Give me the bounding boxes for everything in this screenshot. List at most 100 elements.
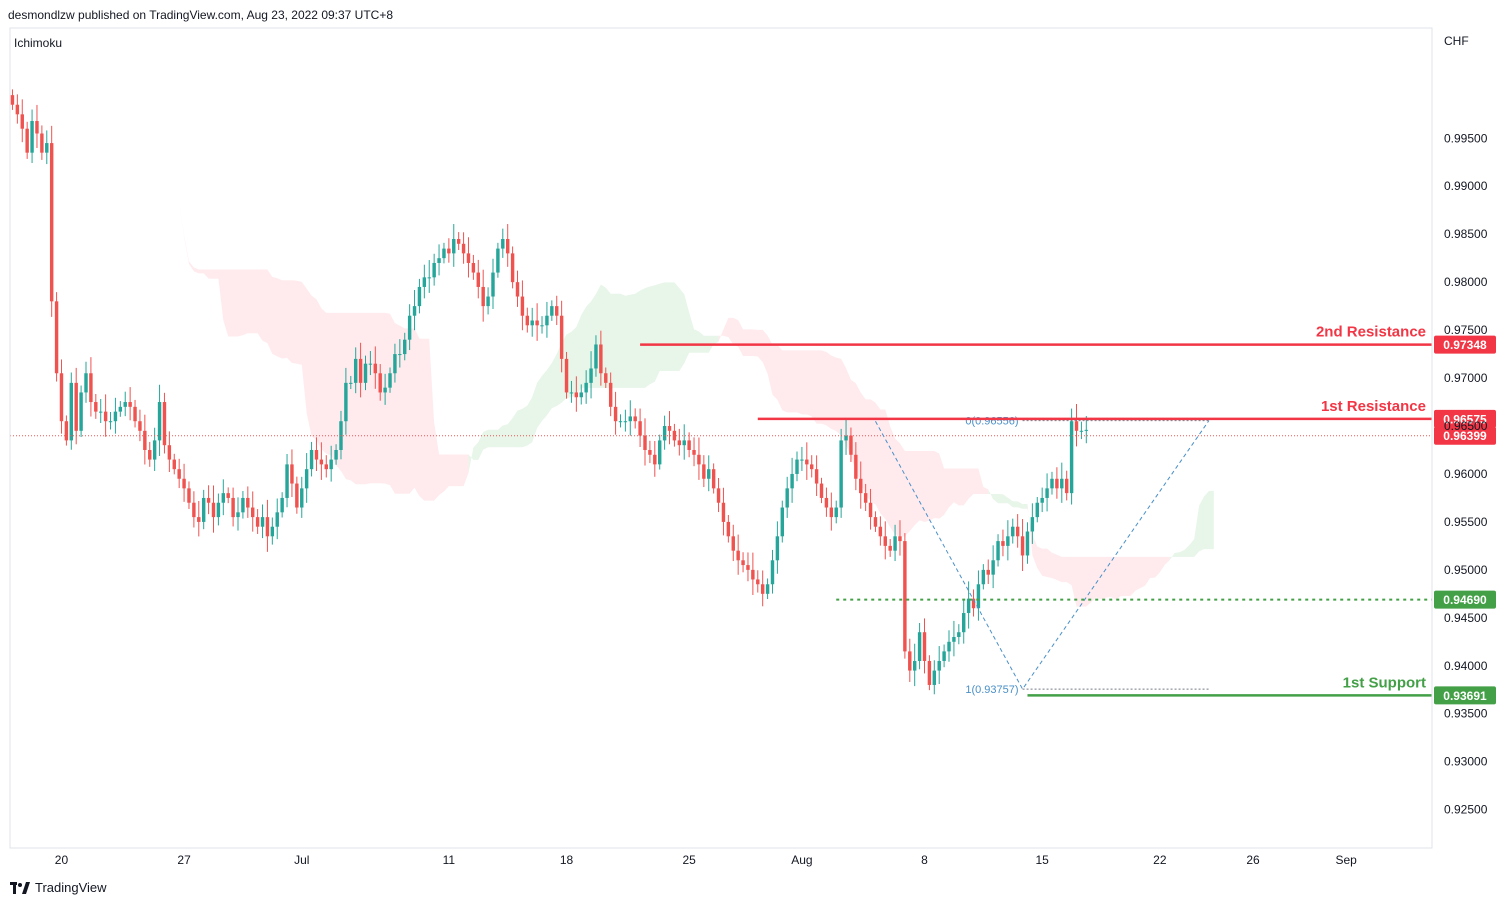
candle[interactable] — [707, 455, 711, 492]
candle[interactable] — [623, 409, 628, 432]
candle[interactable] — [456, 232, 461, 251]
candle[interactable] — [966, 581, 971, 629]
candle[interactable] — [1069, 408, 1074, 505]
candle[interactable] — [324, 455, 328, 478]
candle[interactable] — [417, 278, 422, 314]
candle[interactable] — [226, 487, 230, 504]
candle[interactable] — [123, 391, 127, 417]
candle[interactable] — [1084, 416, 1089, 444]
candle[interactable] — [790, 457, 794, 503]
candle[interactable] — [491, 258, 495, 309]
candle[interactable] — [412, 290, 417, 331]
candle[interactable] — [677, 428, 682, 456]
candle[interactable] — [236, 497, 240, 531]
candle[interactable] — [1001, 529, 1005, 557]
candle[interactable] — [211, 485, 216, 533]
candle[interactable] — [604, 367, 608, 389]
candle[interactable] — [628, 400, 633, 436]
candle[interactable] — [795, 451, 799, 482]
candle[interactable] — [520, 280, 525, 331]
candle[interactable] — [466, 237, 471, 278]
candle[interactable] — [98, 398, 103, 424]
candle[interactable] — [599, 330, 603, 386]
candle[interactable] — [437, 244, 441, 276]
candle[interactable] — [304, 453, 309, 503]
candle[interactable] — [510, 246, 515, 289]
candle[interactable] — [648, 440, 652, 464]
candle[interactable] — [206, 485, 211, 515]
candle[interactable] — [912, 643, 917, 687]
candle[interactable] — [157, 384, 162, 456]
candle[interactable] — [917, 623, 922, 670]
candle[interactable] — [373, 346, 378, 389]
candle[interactable] — [545, 301, 549, 338]
candle[interactable] — [59, 359, 64, 434]
candle[interactable] — [515, 270, 520, 307]
candle[interactable] — [800, 446, 804, 471]
candle[interactable] — [143, 414, 147, 465]
candle[interactable] — [403, 332, 407, 361]
candle[interactable] — [697, 437, 701, 480]
candle[interactable] — [89, 357, 93, 417]
candle[interactable] — [829, 492, 834, 531]
candle[interactable] — [295, 476, 299, 514]
candle[interactable] — [682, 424, 686, 460]
candle[interactable] — [535, 303, 539, 341]
candle[interactable] — [844, 419, 848, 455]
candle[interactable] — [275, 498, 279, 540]
candle[interactable] — [138, 409, 142, 442]
candle[interactable] — [525, 307, 530, 333]
candle[interactable] — [290, 449, 294, 498]
candle[interactable] — [187, 481, 191, 509]
candle[interactable] — [496, 242, 500, 278]
candle[interactable] — [74, 367, 78, 445]
candle[interactable] — [976, 570, 981, 621]
candle[interactable] — [716, 477, 721, 513]
candle[interactable] — [481, 269, 485, 322]
candle[interactable] — [177, 458, 181, 489]
tradingview-footer[interactable]: TradingView — [10, 880, 107, 895]
candle[interactable] — [1035, 496, 1039, 523]
candle[interactable] — [1011, 518, 1015, 544]
candle[interactable] — [270, 517, 275, 545]
candle[interactable] — [25, 121, 29, 159]
candle[interactable] — [452, 224, 456, 267]
candle[interactable] — [849, 427, 853, 463]
candle[interactable] — [383, 373, 387, 405]
candle[interactable] — [368, 351, 373, 376]
candle[interactable] — [15, 94, 20, 124]
candle[interactable] — [501, 228, 505, 258]
candle[interactable] — [589, 351, 593, 399]
candle[interactable] — [760, 570, 765, 607]
candle[interactable] — [1030, 503, 1035, 544]
candle[interactable] — [991, 545, 995, 589]
candle[interactable] — [133, 399, 137, 428]
candle[interactable] — [152, 427, 157, 471]
candle[interactable] — [638, 408, 642, 447]
candle[interactable] — [765, 578, 770, 600]
candle[interactable] — [427, 260, 431, 293]
candle[interactable] — [947, 630, 951, 662]
candle[interactable] — [285, 454, 289, 508]
candle[interactable] — [618, 414, 623, 428]
candle[interactable] — [197, 501, 201, 537]
candle[interactable] — [721, 487, 726, 536]
candle[interactable] — [1020, 519, 1025, 572]
candle[interactable] — [824, 487, 829, 517]
candle[interactable] — [1079, 421, 1084, 440]
candle[interactable] — [805, 442, 809, 480]
candle[interactable] — [280, 492, 284, 518]
candle[interactable] — [10, 89, 15, 110]
candle[interactable] — [486, 287, 490, 315]
candle[interactable] — [265, 499, 270, 552]
candle[interactable] — [1055, 467, 1059, 499]
candle[interactable] — [363, 355, 368, 391]
candle[interactable] — [559, 300, 564, 373]
candle[interactable] — [530, 307, 534, 337]
candle[interactable] — [182, 463, 186, 502]
candle[interactable] — [79, 385, 83, 438]
candle[interactable] — [667, 411, 672, 445]
candle[interactable] — [192, 491, 196, 528]
candle[interactable] — [128, 387, 132, 421]
candle[interactable] — [1050, 471, 1054, 495]
